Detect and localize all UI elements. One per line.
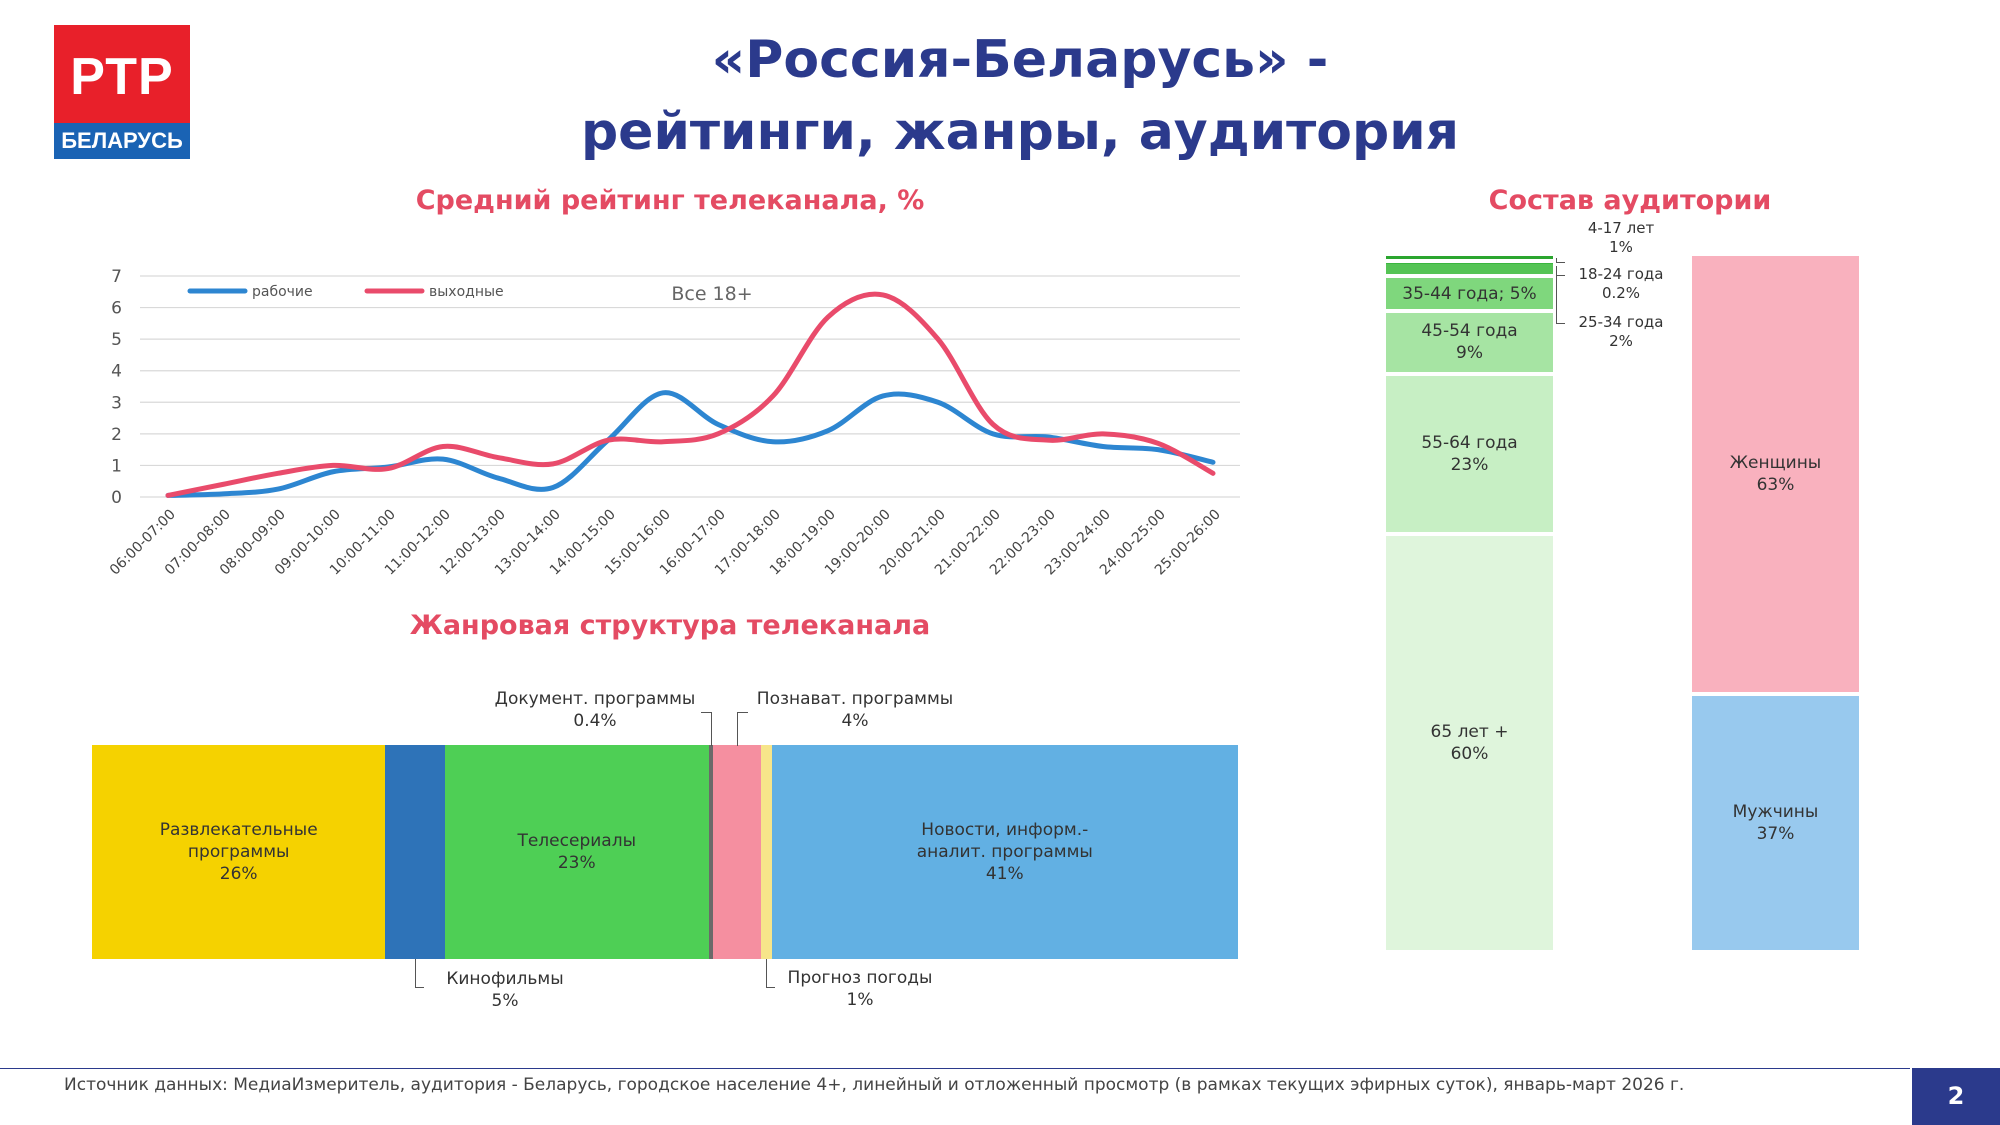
genre-segment-label: Новости, информ.- аналит. программы 41% — [916, 820, 1093, 884]
y-tick-label: 3 — [111, 393, 122, 413]
audience-callout-line — [1556, 266, 1565, 276]
audience-callout-label: 18-24 года 0.2% — [1578, 265, 1664, 302]
genre-segment — [713, 745, 762, 959]
rating-chart-title: Средний рейтинг телеканала, % — [415, 185, 925, 216]
audience-segment-label: 45-54 года 9% — [1421, 321, 1518, 364]
y-tick-label: 6 — [111, 299, 122, 319]
audience-segment — [1692, 695, 1859, 950]
genre-callout-line — [415, 959, 425, 988]
audience-callout-line — [1556, 276, 1565, 324]
rating-line-chart: 0123456706:00-07:0007:00-08:0008:00-09:0… — [107, 267, 1240, 578]
page-number: 2 — [1947, 1082, 1965, 1110]
genre-segment-label: Развлекательные программы 26% — [159, 820, 318, 884]
page-title-line2: рейтинги, жанры, аудитория — [580, 102, 1460, 162]
genre-segment — [761, 745, 772, 959]
y-tick-label: 7 — [111, 267, 122, 287]
footer-divider — [0, 1068, 1910, 1069]
audience-callout-label: 4-17 лет 1% — [1587, 219, 1655, 256]
legend-label: выходные — [429, 284, 504, 300]
genre-callout-line — [700, 712, 712, 746]
audience-chart-title: Состав аудитории — [1488, 185, 1772, 216]
audience-segment — [1386, 313, 1553, 372]
genre-segment-label: Телесериалы 23% — [517, 831, 636, 873]
genre-callout-label: Документ. программы 0.4% — [494, 689, 696, 731]
series-line-0 — [165, 390, 1216, 498]
audience-segment — [1386, 375, 1553, 533]
genre-callout-label: Познават. программы 4% — [756, 689, 954, 731]
y-tick-label: 0 — [111, 488, 122, 508]
audience-segment-label: 35-44 года; 5% — [1402, 283, 1537, 304]
audience-segment — [1386, 262, 1553, 265]
genre-callout-label: Кинофильмы 5% — [446, 969, 564, 1011]
genre-segment — [92, 745, 386, 959]
audience-segment — [1386, 264, 1553, 275]
genre-callout-line — [737, 712, 749, 746]
chart-annotation: Все 18+ — [671, 283, 752, 305]
audience-segment — [1386, 536, 1553, 950]
page-number-box — [1912, 1068, 2000, 1125]
y-tick-label: 2 — [111, 425, 122, 445]
genre-callout-line — [766, 959, 776, 988]
audience-segment-label: Мужчины 37% — [1732, 801, 1819, 844]
genre-segment — [708, 745, 714, 959]
audience-segment-label: Женщины 63% — [1729, 452, 1822, 495]
genre-segment — [444, 745, 709, 959]
page-title-line1: «Россия-Беларусь» - — [711, 30, 1329, 90]
audience-segment-label: 65 лет + 60% — [1430, 722, 1509, 765]
genre-chart-title: Жанровая структура телеканала — [409, 610, 931, 641]
audience-segment-label: 55-64 года 23% — [1421, 432, 1518, 475]
data-source-note: Источник данных: МедиаИзмеритель, аудито… — [64, 1075, 1685, 1095]
audience-segment — [1692, 256, 1859, 692]
y-tick-label: 5 — [111, 330, 122, 350]
audience-callout-line — [1556, 258, 1565, 263]
logo-blue-block — [54, 123, 190, 159]
series-line-1 — [165, 291, 1216, 498]
logo-sub-text: БЕЛАРУСЬ — [61, 128, 183, 153]
logo-main-text: РТР — [70, 48, 174, 106]
logo-red-block — [54, 25, 190, 123]
audience-segment — [1386, 256, 1553, 259]
genre-callout-label: Прогноз погоды 1% — [787, 968, 933, 1010]
audience-callout-label: 25-34 года 2% — [1578, 313, 1664, 350]
genre-segment — [771, 745, 1238, 959]
channel-logo: РТР БЕЛАРУСЬ — [54, 25, 190, 159]
genre-segment — [385, 745, 445, 959]
y-tick-label: 1 — [111, 456, 122, 476]
legend-label: рабочие — [252, 284, 313, 300]
audience-segment — [1386, 278, 1553, 310]
y-tick-label: 4 — [111, 362, 122, 382]
